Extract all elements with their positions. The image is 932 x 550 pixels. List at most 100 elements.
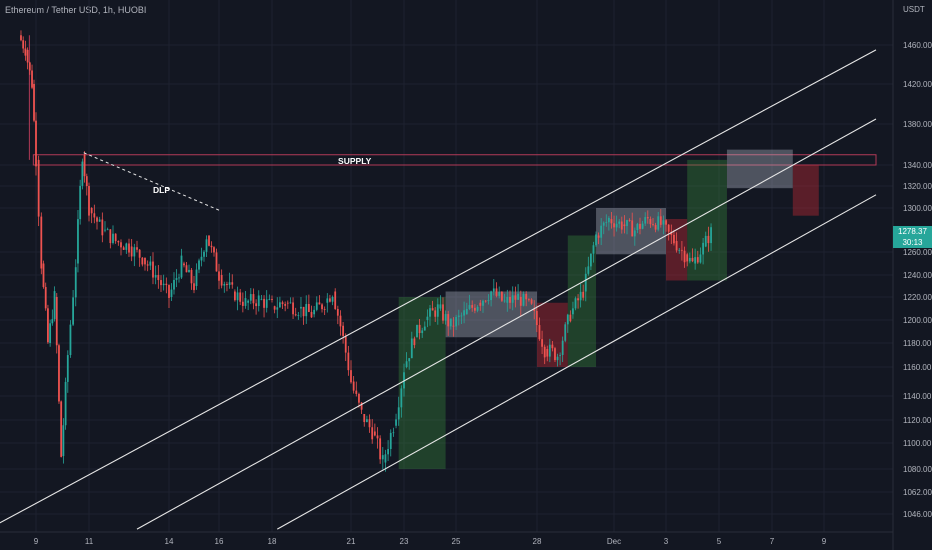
symbol-legend: Ethereum / Tether USD, 1h, HUOBI bbox=[5, 5, 147, 15]
candle-body bbox=[561, 340, 564, 355]
candle-body bbox=[180, 255, 183, 278]
candle-body bbox=[104, 229, 106, 231]
candle-body bbox=[178, 277, 180, 279]
candle-body bbox=[74, 267, 77, 298]
candle-body bbox=[120, 242, 122, 248]
zone-range bbox=[596, 208, 666, 255]
candle-body bbox=[379, 438, 382, 460]
candle-body bbox=[339, 315, 342, 327]
candle-body bbox=[252, 294, 255, 304]
x-tick-label: 5 bbox=[717, 537, 722, 546]
candle-body bbox=[313, 309, 316, 315]
candle-body bbox=[444, 314, 447, 321]
candle-body bbox=[615, 223, 618, 228]
candle-body bbox=[276, 307, 279, 310]
candle-body bbox=[358, 393, 360, 403]
candle-body bbox=[436, 304, 439, 317]
candle-body bbox=[62, 425, 65, 456]
candle-body bbox=[618, 221, 621, 224]
candle-body bbox=[284, 304, 287, 306]
candle-body bbox=[331, 296, 334, 302]
last-price-value: 1278.37 bbox=[898, 227, 927, 236]
candle-body bbox=[77, 219, 79, 264]
candle-body bbox=[26, 49, 29, 63]
candle-body bbox=[691, 257, 694, 262]
last-price-tag: 1278.37 30:13 bbox=[893, 226, 932, 248]
candle-body bbox=[371, 427, 374, 440]
candle-body bbox=[310, 311, 313, 318]
candle-body bbox=[363, 414, 366, 423]
candle-body bbox=[193, 283, 195, 291]
x-tick-label: Dec bbox=[607, 537, 621, 546]
candle-body bbox=[381, 455, 384, 460]
y-tick-label: 1300.00 bbox=[903, 204, 932, 213]
candle-body bbox=[157, 275, 160, 281]
candle-body bbox=[533, 308, 536, 311]
candle-body bbox=[597, 235, 600, 238]
y-tick-label: 1340.00 bbox=[903, 161, 932, 170]
candle-body bbox=[366, 419, 368, 423]
candle-body bbox=[392, 432, 395, 434]
candle-body bbox=[90, 208, 93, 214]
zone-range bbox=[726, 149, 793, 189]
candle-body bbox=[590, 253, 592, 267]
candle-body bbox=[42, 263, 45, 288]
candle-body bbox=[355, 390, 358, 394]
candle-body bbox=[114, 233, 117, 242]
candle-body bbox=[334, 291, 337, 309]
candle-body bbox=[421, 330, 424, 334]
candle-body bbox=[659, 216, 662, 225]
x-tick-label: 14 bbox=[165, 537, 174, 546]
y-tick-label: 1260.00 bbox=[903, 248, 932, 257]
candle-body bbox=[241, 301, 244, 306]
candle-body bbox=[605, 222, 608, 224]
y-tick-label: 1220.00 bbox=[903, 293, 932, 302]
candle-body bbox=[607, 217, 610, 223]
x-tick-label: 16 bbox=[215, 537, 224, 546]
candle-body bbox=[247, 300, 250, 303]
candle-body bbox=[400, 388, 403, 408]
candle-body bbox=[696, 257, 699, 263]
candle-body bbox=[226, 283, 228, 286]
channel-line-2 bbox=[136, 118, 877, 530]
candle-body bbox=[654, 224, 657, 230]
candle-body bbox=[231, 282, 234, 285]
candle-body bbox=[584, 273, 587, 292]
candle-body bbox=[564, 324, 567, 341]
candle-body bbox=[631, 220, 634, 237]
candle-body bbox=[279, 302, 281, 308]
candle-body bbox=[136, 247, 138, 250]
candle-body bbox=[347, 352, 350, 371]
candle-body bbox=[434, 310, 437, 317]
candle-body bbox=[455, 316, 458, 327]
candle-body bbox=[195, 269, 198, 286]
x-tick-label: 7 bbox=[770, 537, 775, 546]
candle-body bbox=[185, 265, 188, 273]
candle-body bbox=[286, 302, 289, 304]
candle-body bbox=[268, 298, 271, 300]
candle-body bbox=[329, 298, 331, 302]
candle-body bbox=[468, 305, 471, 309]
candle-body bbox=[688, 257, 691, 262]
candle-body bbox=[423, 326, 426, 331]
candle-body bbox=[572, 308, 574, 315]
candle-body bbox=[289, 302, 292, 304]
x-tick-label: 11 bbox=[85, 537, 94, 546]
x-tick-label: 23 bbox=[400, 537, 409, 546]
supply-label: SUPPLY bbox=[338, 156, 372, 166]
candle-body bbox=[175, 278, 178, 280]
candle-body bbox=[326, 298, 329, 303]
candle-body bbox=[541, 339, 543, 347]
candle-body bbox=[623, 224, 626, 227]
candle-body bbox=[652, 224, 654, 225]
candle-body bbox=[449, 318, 452, 327]
y-tick-label: 1046.00 bbox=[903, 510, 932, 519]
candle-body bbox=[410, 338, 413, 359]
candle-body bbox=[395, 419, 397, 426]
candle-body bbox=[106, 229, 109, 231]
zone-supply bbox=[32, 154, 877, 166]
candle-body bbox=[509, 296, 511, 303]
candle-body bbox=[255, 303, 257, 307]
candle-body bbox=[670, 231, 673, 235]
